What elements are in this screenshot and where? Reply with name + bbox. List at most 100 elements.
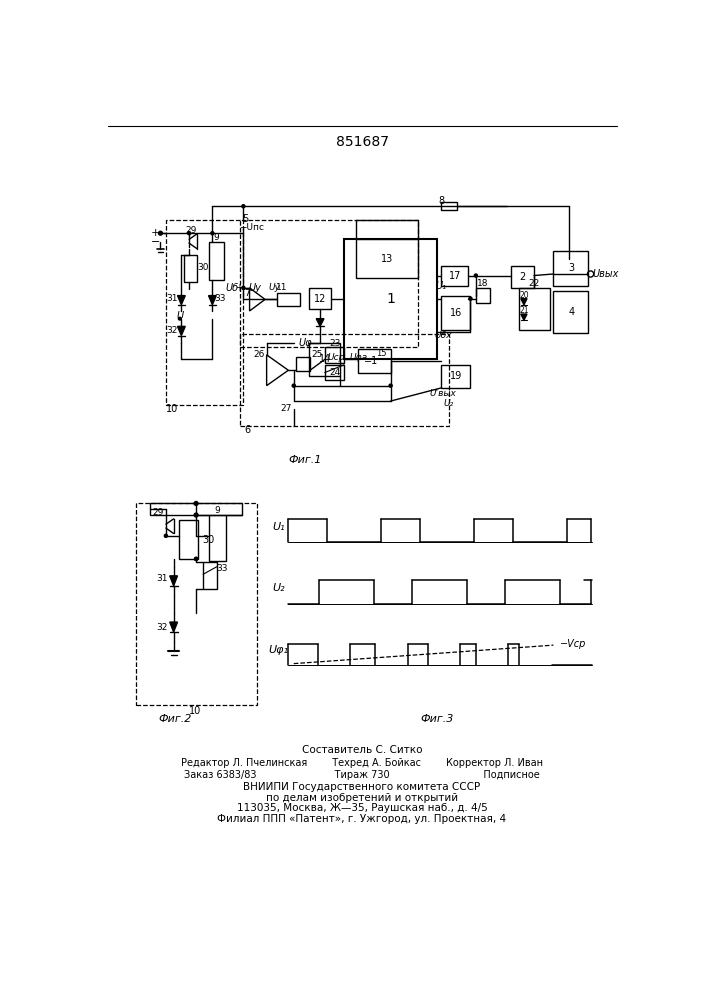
Text: 32: 32 — [166, 326, 177, 335]
Text: 30: 30 — [197, 263, 209, 272]
Bar — [441, 296, 470, 330]
Text: Заказ 6383/83                         Тираж 730                              Под: Заказ 6383/83 Тираж 730 Под — [184, 770, 540, 780]
Text: Uвых: Uвых — [593, 269, 619, 279]
Bar — [276, 293, 300, 306]
Bar — [136, 503, 257, 705]
Text: U₂: U₂ — [272, 583, 284, 593]
Text: 26: 26 — [253, 350, 264, 359]
Bar — [179, 520, 199, 559]
Circle shape — [158, 231, 163, 235]
Text: Фиг.1: Фиг.1 — [288, 455, 322, 465]
Text: +: + — [151, 228, 160, 238]
Text: 851687: 851687 — [337, 135, 390, 149]
Text: Филиал ППП «Патент», г. Ужгород, ул. Проектная, 4: Филиал ППП «Патент», г. Ужгород, ул. Про… — [217, 814, 506, 824]
Text: по делам изобретений и открытий: по делам изобретений и открытий — [266, 793, 458, 803]
Text: 9: 9 — [214, 506, 220, 515]
Text: 31: 31 — [156, 574, 168, 583]
Bar — [356, 239, 418, 278]
Bar — [240, 334, 449, 426]
Text: U₁: U₁ — [436, 281, 447, 291]
Text: Редактор Л. Пчелинская        Техред А. Бойкас        Корректор Л. Иван: Редактор Л. Пчелинская Техред А. Бойкас … — [181, 758, 543, 768]
Circle shape — [242, 286, 245, 289]
Text: 3: 3 — [568, 263, 574, 273]
Polygon shape — [170, 576, 177, 586]
Circle shape — [242, 205, 245, 208]
Text: 8: 8 — [438, 196, 444, 206]
Text: Uφ: Uφ — [298, 338, 312, 348]
Text: 23: 23 — [329, 339, 341, 348]
Bar — [209, 515, 226, 561]
Text: 29: 29 — [153, 508, 164, 517]
Bar — [309, 343, 340, 376]
Text: 9: 9 — [214, 233, 219, 242]
Text: 4: 4 — [568, 307, 574, 317]
Bar — [510, 266, 534, 288]
Text: −Vср: −Vср — [559, 639, 586, 649]
Text: Uбх: Uбх — [435, 331, 452, 340]
Text: Фиг.3: Фиг.3 — [421, 714, 454, 724]
Bar — [185, 255, 197, 282]
Circle shape — [178, 317, 181, 320]
Text: 31: 31 — [166, 294, 178, 303]
Text: 33: 33 — [216, 564, 228, 573]
Bar — [203, 562, 217, 589]
Text: 22: 22 — [528, 279, 539, 288]
Text: 5: 5 — [243, 214, 249, 224]
Text: 20: 20 — [519, 291, 529, 300]
Text: 12: 12 — [314, 294, 327, 304]
Bar — [441, 365, 470, 388]
Text: Uу: Uу — [269, 283, 281, 292]
Bar — [240, 220, 418, 347]
Polygon shape — [170, 622, 177, 632]
Text: 10: 10 — [189, 706, 201, 716]
Text: 29: 29 — [185, 226, 197, 235]
Text: U₁: U₁ — [272, 522, 284, 532]
Text: 18: 18 — [477, 279, 489, 288]
Polygon shape — [521, 299, 527, 305]
Text: 14: 14 — [319, 354, 331, 364]
Text: 17: 17 — [449, 271, 461, 281]
Circle shape — [194, 513, 198, 517]
Text: Uу: Uу — [249, 283, 262, 293]
Polygon shape — [177, 296, 185, 305]
Text: ВНИИПИ Государственного комитета СССР: ВНИИПИ Государственного комитета СССР — [243, 782, 481, 792]
Text: U: U — [176, 311, 183, 321]
Text: 13: 13 — [380, 254, 393, 264]
Circle shape — [474, 274, 477, 277]
Bar — [325, 347, 344, 363]
Bar — [296, 357, 310, 371]
Polygon shape — [521, 314, 527, 320]
Text: Uб: Uб — [226, 283, 238, 293]
Polygon shape — [316, 319, 324, 326]
Circle shape — [194, 557, 198, 560]
Text: 113035, Москва, Ж—35, Раушская наб., д. 4/5: 113035, Москва, Ж—35, Раушская наб., д. … — [237, 803, 487, 813]
Bar — [325, 365, 344, 380]
Text: −Uпс: −Uпс — [239, 223, 264, 232]
Circle shape — [194, 502, 198, 505]
Circle shape — [211, 232, 214, 235]
Text: 30: 30 — [202, 535, 215, 545]
Text: Uφ₁: Uφ₁ — [268, 645, 288, 655]
Text: +: + — [235, 283, 243, 293]
Text: 15: 15 — [376, 349, 387, 358]
Text: 16: 16 — [450, 308, 462, 318]
Bar — [441, 202, 457, 210]
Text: 7: 7 — [245, 289, 250, 298]
Text: U'вых: U'вых — [430, 389, 457, 398]
Bar — [309, 288, 331, 309]
Text: U₂: U₂ — [443, 399, 454, 408]
Text: Составитель С. Ситко: Составитель С. Ситко — [302, 745, 422, 755]
Text: 32: 32 — [156, 623, 168, 632]
Bar — [344, 239, 437, 359]
Text: 19: 19 — [450, 371, 462, 381]
Bar — [518, 288, 549, 330]
Text: 25: 25 — [311, 350, 322, 359]
Text: 33: 33 — [214, 294, 226, 303]
Bar — [554, 291, 588, 333]
Circle shape — [469, 297, 472, 300]
Bar — [441, 266, 468, 286]
Circle shape — [187, 232, 191, 235]
Bar — [554, 251, 588, 286]
Text: Uφа: Uφа — [349, 353, 367, 362]
Text: Фиг.2: Фиг.2 — [158, 714, 192, 724]
